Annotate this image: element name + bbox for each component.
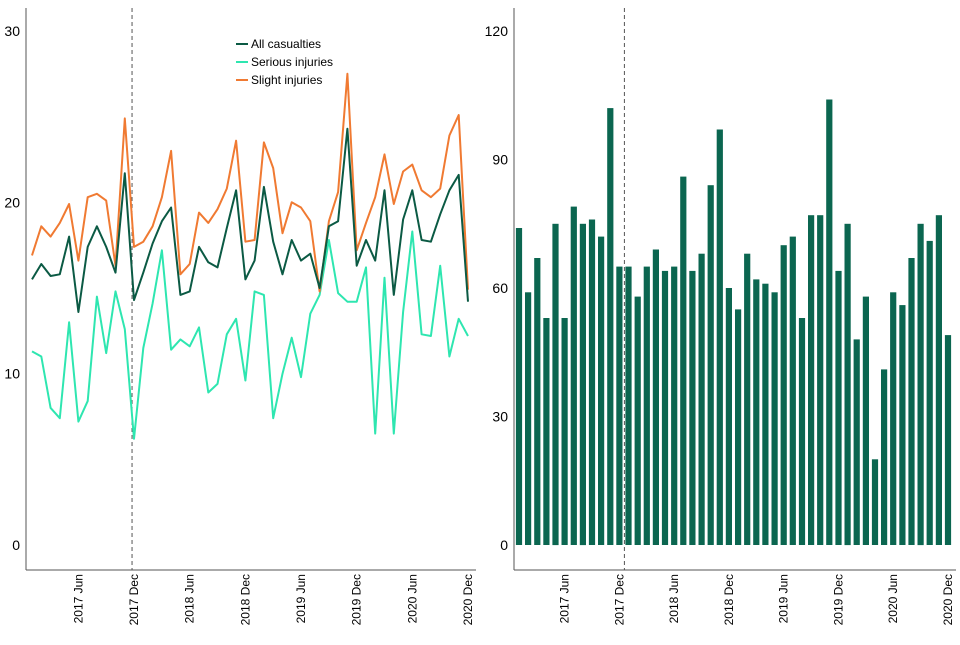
- bar: [844, 223, 851, 546]
- bar: [652, 249, 659, 545]
- left-y-tick-label: 30: [4, 23, 20, 39]
- bar: [789, 236, 796, 545]
- left-y-tick-label: 0: [12, 537, 20, 553]
- bar: [552, 223, 559, 546]
- bar: [753, 279, 760, 545]
- left-x-tick-label: 2018 Dec: [238, 574, 252, 625]
- bar: [817, 215, 824, 545]
- bar: [771, 292, 778, 545]
- bar: [871, 459, 879, 545]
- bar: [607, 108, 614, 545]
- bar: [735, 309, 742, 545]
- left-x-tick-label: 2017 Dec: [127, 574, 141, 625]
- right-x-tick-label: 2017 Dec: [612, 574, 626, 625]
- bar: [890, 292, 897, 545]
- left-y-tick-label: 20: [4, 194, 20, 210]
- casualty-line-chart: 0 10 20 30 2017 Jun 2017 Dec 2018 Jun 2018 Dec 2…: [4, 8, 476, 625]
- bar: [543, 318, 550, 545]
- bar: [561, 318, 568, 545]
- bar: [944, 335, 952, 545]
- bar: [634, 296, 641, 545]
- bar: [926, 240, 933, 545]
- bar: [570, 206, 577, 545]
- legend-label: All casualties: [251, 37, 321, 51]
- left-x-tick-label: 2020 Jun: [405, 574, 419, 623]
- bar: [899, 305, 906, 545]
- bar: [917, 223, 924, 546]
- casualty-count-bar-chart: 0 30 60 90 120 2017 Jun 2017 Dec 2018 Jun 2018 D…: [485, 8, 956, 625]
- bar: [707, 185, 714, 545]
- left-x-tick-label: 2019 Jun: [294, 574, 308, 623]
- right-x-tick-label: 2020 Dec: [941, 574, 955, 625]
- bar: [835, 270, 842, 545]
- bar: [725, 288, 732, 545]
- right-x-tick-label: 2017 Jun: [558, 574, 572, 623]
- right-x-tick-label: 2019 Jun: [777, 574, 791, 623]
- right-x-tick-label: 2018 Jun: [667, 574, 681, 623]
- bar: [780, 245, 787, 545]
- bar: [598, 236, 605, 545]
- left-x-tick-label: 2020 Dec: [461, 574, 475, 625]
- series-line-serious-injuries: [31, 230, 469, 440]
- right-x-tick-label: 2019 Dec: [831, 574, 845, 625]
- series-line-all-casualties: [31, 127, 469, 313]
- bar: [689, 270, 696, 545]
- right-y-tick-label: 30: [492, 409, 508, 425]
- bar: [808, 215, 815, 545]
- bar: [862, 296, 869, 545]
- bar: [643, 266, 650, 545]
- bar: [744, 253, 751, 545]
- bar: [616, 266, 623, 545]
- series-line-slight-injuries: [31, 72, 469, 293]
- bar: [881, 369, 888, 545]
- left-y-tick-label: 10: [4, 366, 20, 382]
- bar: [908, 258, 915, 545]
- left-x-tick-label: 2017 Jun: [71, 574, 85, 623]
- bar: [525, 292, 532, 545]
- bar: [826, 99, 833, 545]
- bar: [698, 253, 705, 545]
- right-y-tick-label: 120: [485, 23, 509, 39]
- bar: [853, 339, 860, 545]
- bar: [798, 318, 806, 545]
- bar: [515, 228, 523, 545]
- legend-label: Slight injuries: [251, 73, 322, 87]
- bar: [671, 266, 678, 545]
- bar: [534, 258, 541, 545]
- bar: [661, 270, 669, 545]
- left-x-tick-label: 2019 Dec: [350, 574, 364, 625]
- left-x-tick-label: 2018 Jun: [183, 574, 197, 623]
- right-x-tick-label: 2018 Dec: [722, 574, 736, 625]
- bar: [716, 129, 723, 545]
- bar: [680, 176, 687, 545]
- right-x-tick-label: 2020 Jun: [886, 574, 900, 623]
- right-y-tick-label: 0: [500, 537, 508, 553]
- bar: [625, 266, 632, 545]
- bar: [579, 223, 586, 546]
- bar: [935, 215, 942, 545]
- bar: [588, 219, 596, 545]
- right-y-tick-label: 90: [492, 152, 508, 168]
- legend-label: Serious injuries: [251, 55, 333, 69]
- bar: [762, 283, 769, 545]
- right-y-tick-label: 60: [492, 280, 508, 296]
